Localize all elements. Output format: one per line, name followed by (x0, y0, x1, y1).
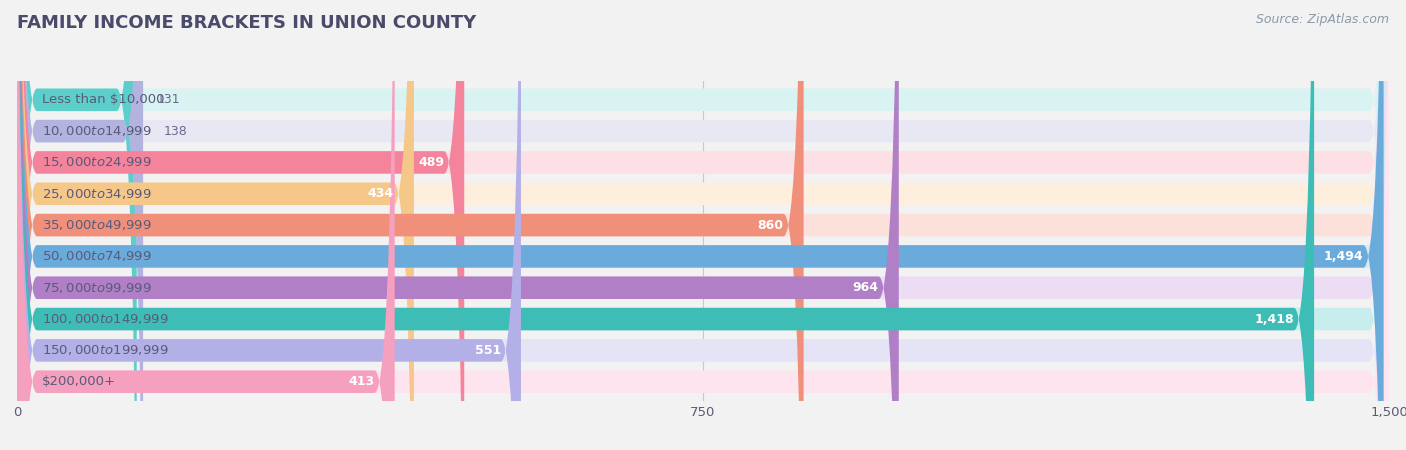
Text: 964: 964 (852, 281, 879, 294)
FancyBboxPatch shape (17, 0, 413, 450)
FancyBboxPatch shape (17, 0, 898, 450)
Text: 131: 131 (157, 93, 180, 106)
FancyBboxPatch shape (17, 0, 1315, 450)
Text: $35,000 to $49,999: $35,000 to $49,999 (42, 218, 152, 232)
FancyBboxPatch shape (17, 0, 1389, 450)
Text: 138: 138 (163, 125, 187, 138)
Text: $10,000 to $14,999: $10,000 to $14,999 (42, 124, 152, 138)
FancyBboxPatch shape (17, 0, 522, 450)
Text: $50,000 to $74,999: $50,000 to $74,999 (42, 249, 152, 263)
Text: $200,000+: $200,000+ (42, 375, 115, 388)
Text: $15,000 to $24,999: $15,000 to $24,999 (42, 155, 152, 170)
Text: $150,000 to $199,999: $150,000 to $199,999 (42, 343, 169, 357)
Text: $25,000 to $34,999: $25,000 to $34,999 (42, 187, 152, 201)
FancyBboxPatch shape (17, 0, 464, 450)
Text: $75,000 to $99,999: $75,000 to $99,999 (42, 281, 152, 295)
Text: 413: 413 (349, 375, 374, 388)
FancyBboxPatch shape (17, 0, 1389, 450)
FancyBboxPatch shape (17, 0, 1389, 450)
FancyBboxPatch shape (17, 0, 1389, 450)
FancyBboxPatch shape (17, 0, 1389, 450)
FancyBboxPatch shape (17, 0, 1389, 450)
FancyBboxPatch shape (17, 0, 395, 450)
FancyBboxPatch shape (17, 0, 143, 450)
Text: 1,494: 1,494 (1324, 250, 1364, 263)
Text: 489: 489 (418, 156, 444, 169)
Text: FAMILY INCOME BRACKETS IN UNION COUNTY: FAMILY INCOME BRACKETS IN UNION COUNTY (17, 14, 477, 32)
Text: Source: ZipAtlas.com: Source: ZipAtlas.com (1256, 14, 1389, 27)
FancyBboxPatch shape (17, 0, 1389, 450)
Text: $100,000 to $149,999: $100,000 to $149,999 (42, 312, 169, 326)
FancyBboxPatch shape (17, 0, 1389, 450)
FancyBboxPatch shape (17, 0, 136, 450)
Text: 1,418: 1,418 (1254, 313, 1294, 325)
Text: 434: 434 (367, 187, 394, 200)
Text: Less than $10,000: Less than $10,000 (42, 93, 165, 106)
Text: 860: 860 (758, 219, 783, 232)
FancyBboxPatch shape (17, 0, 1389, 450)
FancyBboxPatch shape (17, 0, 1384, 450)
Text: 551: 551 (475, 344, 501, 357)
FancyBboxPatch shape (17, 0, 1389, 450)
FancyBboxPatch shape (17, 0, 804, 450)
